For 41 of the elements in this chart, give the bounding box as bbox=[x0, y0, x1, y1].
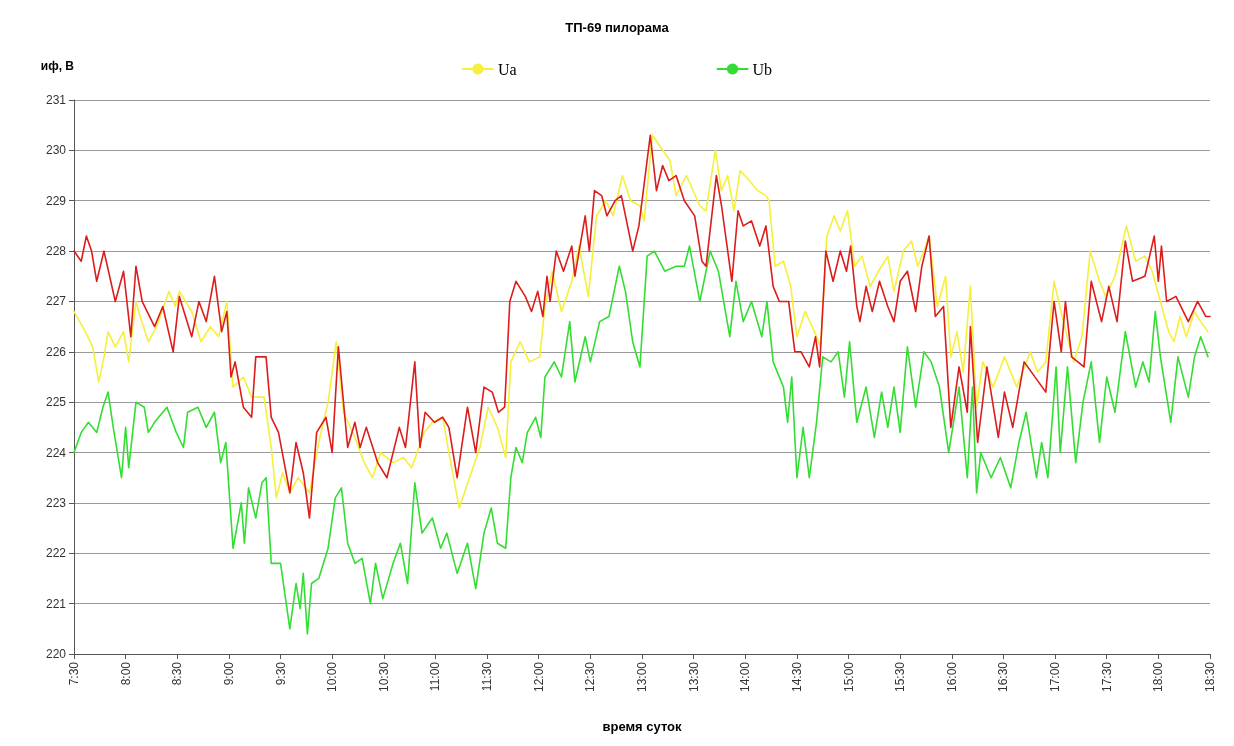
y-tick-label: 221 bbox=[45, 596, 67, 611]
y-axis-title: иф, В bbox=[40, 59, 75, 73]
x-tick-label: 15:00 bbox=[841, 661, 856, 693]
x-tick-label: 16:30 bbox=[996, 661, 1011, 693]
x-tick-label: 9:00 bbox=[221, 661, 236, 686]
x-tick-label: 17:00 bbox=[1048, 661, 1063, 693]
x-tick-label: 15:30 bbox=[893, 661, 908, 693]
x-tick-label: 18:30 bbox=[1203, 661, 1217, 693]
chart-title: ТП-69 пилорама bbox=[565, 20, 670, 35]
x-tick-label: 14:30 bbox=[789, 661, 804, 693]
x-tick-label: 9:30 bbox=[273, 661, 288, 686]
legend-label: Ub bbox=[752, 60, 773, 78]
y-tick-label: 225 bbox=[45, 395, 67, 410]
x-tick-label: 11:30 bbox=[480, 661, 495, 692]
x-tick-label: 8:30 bbox=[170, 661, 185, 686]
x-tick-label: 14:00 bbox=[738, 661, 753, 693]
x-tick-label: 13:00 bbox=[635, 661, 649, 693]
y-tick-label: 224 bbox=[45, 445, 67, 460]
x-tick-label: 13:30 bbox=[686, 661, 701, 693]
y-tick-label: 227 bbox=[45, 294, 67, 309]
y-tick-label: 229 bbox=[45, 193, 67, 208]
x-tick-label: 17:30 bbox=[1099, 661, 1114, 693]
y-tick-label: 223 bbox=[45, 495, 67, 510]
line-series bbox=[73, 245, 1209, 635]
x-tick-label: 12:00 bbox=[531, 661, 546, 693]
y-tick-label: 231 bbox=[45, 93, 67, 107]
x-tick-label: 10:30 bbox=[376, 661, 391, 693]
x-tick-label: 18:00 bbox=[1151, 661, 1166, 693]
x-tick-label: 7:30 bbox=[67, 661, 81, 686]
y-tick-label: 226 bbox=[45, 344, 67, 359]
x-axis-title: время суток bbox=[602, 719, 683, 734]
x-tick-label: 12:30 bbox=[583, 661, 598, 693]
x-tick-label: 8:00 bbox=[118, 661, 133, 686]
y-tick-label: 230 bbox=[45, 143, 67, 158]
x-tick-label: 11:00 bbox=[428, 661, 443, 692]
x-tick-label: 16:00 bbox=[944, 661, 959, 693]
x-tick-label: 10:00 bbox=[325, 661, 340, 693]
y-tick-label: 220 bbox=[45, 647, 67, 661]
legend-label: Ua bbox=[497, 60, 517, 78]
y-tick-label: 228 bbox=[45, 244, 67, 259]
y-tick-label: 222 bbox=[45, 546, 67, 561]
